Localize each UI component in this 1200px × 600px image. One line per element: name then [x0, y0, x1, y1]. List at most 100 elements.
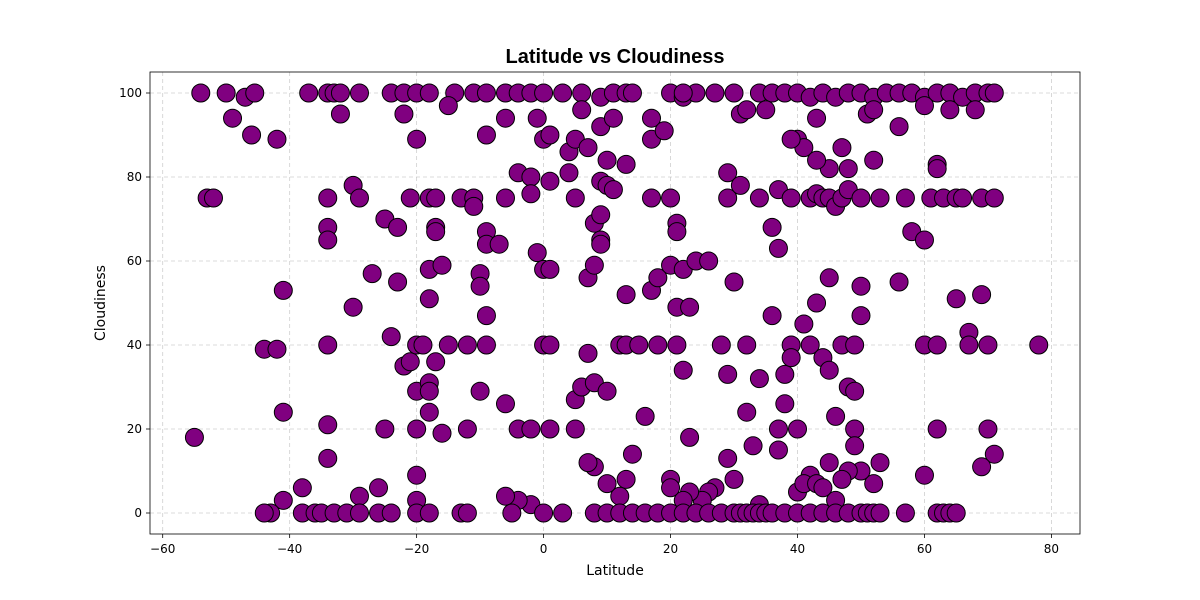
scatter-point [775, 364, 795, 384]
scatter-point [381, 327, 401, 347]
scatter-point [407, 129, 427, 149]
x-tick-label: −60 [150, 542, 175, 556]
scatter-point [578, 343, 598, 363]
scatter-point [642, 188, 662, 208]
scatter-point [851, 276, 871, 296]
scatter-point [419, 289, 439, 309]
x-tick-label: 0 [540, 542, 548, 556]
scatter-point [591, 205, 611, 225]
scatter-point [768, 440, 788, 460]
scatter-point [946, 503, 966, 523]
scatter-point [622, 444, 642, 464]
scatter-point [318, 448, 338, 468]
scatter-point [267, 339, 287, 359]
scatter-point [470, 276, 490, 296]
scatter-point [597, 150, 617, 170]
scatter-point [832, 138, 852, 158]
scatter-point [864, 150, 884, 170]
scatter-point [457, 419, 477, 439]
scatter-point [838, 159, 858, 179]
scatter-point [273, 490, 293, 510]
scatter-point [203, 188, 223, 208]
scatter-point [946, 289, 966, 309]
scatter-point [914, 230, 934, 250]
scatter-point [819, 268, 839, 288]
scatter-point [1029, 335, 1049, 355]
scatter-point [388, 272, 408, 292]
scatter-point [534, 503, 554, 523]
y-tick-label: 100 [119, 86, 142, 100]
scatter-point [273, 402, 293, 422]
scatter-point [426, 352, 446, 372]
scatter-point [673, 360, 693, 380]
scatter-point [781, 348, 801, 368]
scatter-point [768, 419, 788, 439]
scatter-point [667, 335, 687, 355]
x-tick-label: −40 [277, 542, 302, 556]
scatter-point [800, 335, 820, 355]
scatter-point [470, 381, 490, 401]
scatter-point [680, 297, 700, 317]
scatter-point [476, 83, 496, 103]
scatter-point [914, 465, 934, 485]
scatter-point [349, 83, 369, 103]
scatter-point [318, 188, 338, 208]
scatter-point [845, 335, 865, 355]
scatter-point [349, 188, 369, 208]
scatter-point [724, 272, 744, 292]
scatter-point [419, 503, 439, 523]
scatter-point [749, 369, 769, 389]
scatter-point [864, 100, 884, 120]
scatter-point [432, 423, 452, 443]
scatter-point [762, 306, 782, 326]
scatter-point [978, 335, 998, 355]
scatter-point [375, 419, 395, 439]
x-tick-label: 20 [663, 542, 678, 556]
scatter-point [407, 465, 427, 485]
y-axis-ticks: 0 20 40 60 80 100 [119, 86, 150, 520]
scatter-point [292, 478, 312, 498]
scatter-point [889, 117, 909, 137]
scatter-point [927, 419, 947, 439]
scatter-point [381, 503, 401, 523]
scatter-point [400, 352, 420, 372]
scatter-point [642, 108, 662, 128]
scatter-point [534, 83, 554, 103]
scatter-point [895, 188, 915, 208]
scatter-point [254, 503, 274, 523]
scatter-point [940, 100, 960, 120]
scatter-point [654, 121, 674, 141]
scatter-point [768, 238, 788, 258]
scatter-point [705, 83, 725, 103]
scatter-point [965, 100, 985, 120]
scatter-point [978, 419, 998, 439]
scatter-point [330, 83, 350, 103]
scatter-point [267, 129, 287, 149]
scatter-point [521, 167, 541, 187]
x-tick-label: 40 [790, 542, 805, 556]
scatter-point [603, 108, 623, 128]
scatter-point [730, 175, 750, 195]
scatter-point [813, 478, 833, 498]
scatter-point [762, 217, 782, 237]
x-tick-label: −20 [404, 542, 429, 556]
scatter-point [349, 503, 369, 523]
x-tick-label: 80 [1044, 542, 1059, 556]
scatter-point [572, 83, 592, 103]
scatter-point [889, 272, 909, 292]
scatter-point [476, 306, 496, 326]
scatter-point [819, 360, 839, 380]
scatter-point [426, 222, 446, 242]
scatter-point [191, 83, 211, 103]
scatter-point [673, 83, 693, 103]
scatter-point [781, 188, 801, 208]
scatter-point [457, 335, 477, 355]
scatter-point [521, 419, 541, 439]
y-tick-label: 60 [127, 254, 142, 268]
scatter-point [648, 335, 668, 355]
scatter-point [724, 469, 744, 489]
scatter-point [521, 184, 541, 204]
scatter-point [419, 381, 439, 401]
scatter-point [273, 280, 293, 300]
scatter-point [699, 251, 719, 271]
